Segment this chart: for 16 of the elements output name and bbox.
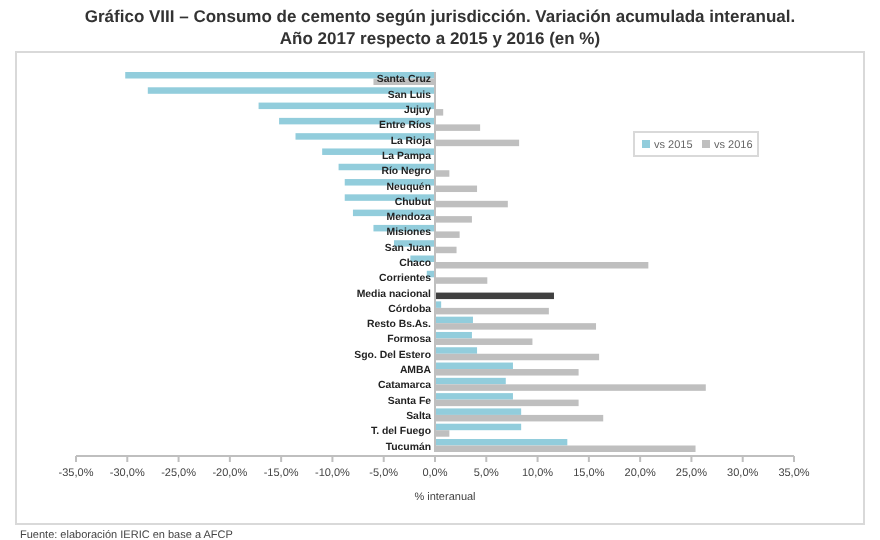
- bar: [435, 408, 522, 415]
- bar: [435, 316, 473, 324]
- bar: [344, 179, 435, 186]
- bar: [322, 148, 435, 155]
- bar: [435, 292, 554, 300]
- chart-title: Gráfico VIII – Consumo de cemento según jurisdicción. Variación acumulada interanual. Año 2017 respecto a 2015 y 2016 (en %): [84, 6, 796, 48]
- bar: [435, 439, 568, 446]
- bar: [344, 194, 435, 201]
- bar: [435, 331, 472, 339]
- bar: [147, 87, 435, 94]
- bar: [435, 362, 513, 370]
- bar: [435, 393, 513, 400]
- bar: [435, 347, 478, 354]
- bar: [435, 377, 506, 385]
- bar: [295, 133, 435, 140]
- bar: [435, 423, 522, 431]
